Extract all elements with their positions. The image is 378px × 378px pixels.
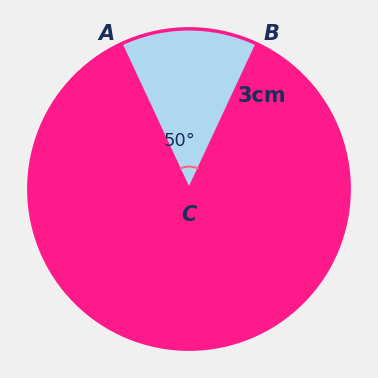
Wedge shape <box>121 29 257 189</box>
Text: 50°: 50° <box>163 132 195 150</box>
Text: C: C <box>181 204 197 225</box>
Circle shape <box>29 29 349 349</box>
Text: B: B <box>263 24 279 44</box>
Text: A: A <box>99 24 115 44</box>
Text: 3cm: 3cm <box>237 86 286 106</box>
